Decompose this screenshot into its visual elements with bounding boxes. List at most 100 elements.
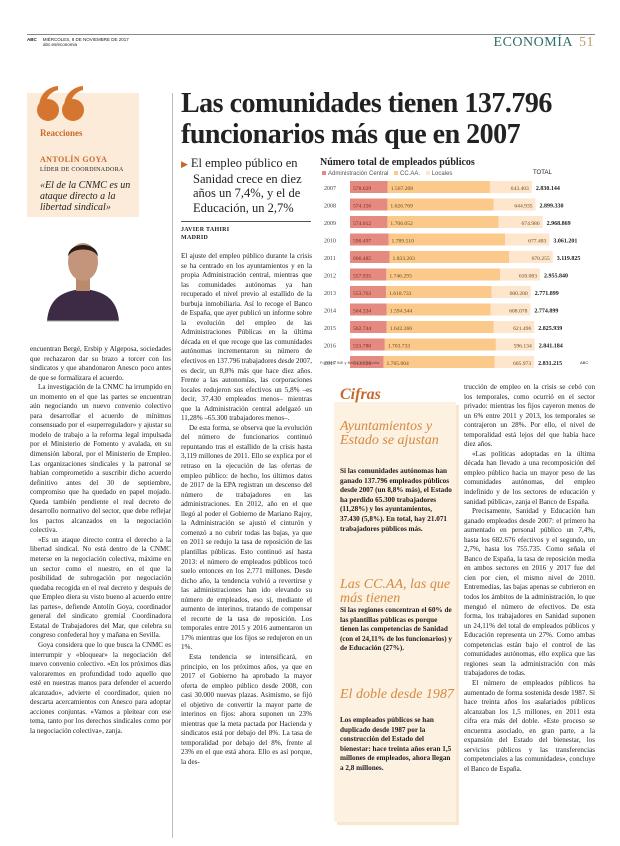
- pull-quote: «El de la CNMC es un ataque directo a la…: [40, 180, 131, 213]
- paragraph: Precisamente, Sanidad y Educación han ga…: [464, 507, 595, 678]
- author: JAVIER TAHIRI: [181, 227, 230, 233]
- article-column-1: El ajuste del empleo público durante la …: [181, 252, 312, 768]
- masthead: ABC MIÉRCOLES, 8 DE NOVIEMBRE DE 2017 abc.…: [27, 37, 129, 47]
- cifras-text: Si las comunidades autónomas han ganado …: [340, 467, 452, 533]
- bar-segment: [350, 233, 389, 246]
- cifras-title: Cifras: [340, 386, 381, 403]
- author-photo: [27, 217, 139, 331]
- bar-segment: [505, 233, 550, 246]
- bar-segment: [494, 356, 535, 368]
- bar-value-label: 562.744: [353, 326, 371, 332]
- bar-segment: [509, 251, 553, 263]
- total-label: 2.899.330: [540, 204, 564, 210]
- url: abc.es/economia: [43, 42, 78, 47]
- bar-segment: [493, 321, 535, 333]
- subhead-text: El empleo público en Sanidad crece en di…: [190, 156, 302, 215]
- legend-label: CC.AA.: [400, 171, 421, 177]
- bar-value-label: 1.789.510: [392, 239, 415, 245]
- brand: ABC: [27, 37, 37, 42]
- total-label: 2.955.840: [544, 274, 568, 280]
- bar-value-label: 677.483: [528, 239, 546, 245]
- bar-segment: [350, 356, 384, 368]
- bar-segment: [389, 251, 510, 263]
- cifras-heading: Las CC.AA, las que más tienen: [340, 577, 451, 606]
- bar-value-label: 621.496: [513, 326, 531, 332]
- legend-label: Administración Central: [328, 171, 389, 177]
- bar-segment: [350, 198, 388, 211]
- paragraph: Esta tendencia se intensificará, en prin…: [181, 652, 312, 766]
- bar-segment: [383, 356, 495, 368]
- bar-value-label: 1.833.203: [393, 256, 416, 262]
- bar-value-label: 608.078: [509, 309, 527, 315]
- bar-value-label: 1.567.208: [391, 186, 414, 192]
- legend-swatch: [394, 171, 399, 175]
- paragraph: encuentran Bergé, Ersbip y Algeposa, soc…: [30, 345, 171, 382]
- section-name: ECONOMÍA: [493, 35, 573, 50]
- bar-value-label: 1.618.733: [389, 291, 412, 297]
- stacked-bar-chart: 2007 578.629 1.567.208 643.403 2.830.144 2008…: [324, 181, 580, 368]
- year-label: 2017: [324, 361, 336, 367]
- paragraph: El ajuste del empleo público durante la …: [181, 252, 312, 423]
- total-label: 2.825.939: [538, 326, 562, 332]
- chart-source: Fuentes: INE y Banco de España: [320, 360, 380, 365]
- total-label: 2.830.144: [536, 186, 560, 192]
- subheadline: ▶ El empleo público en Sanidad crece en d…: [181, 156, 315, 215]
- total-label: 2.841.184: [539, 344, 563, 350]
- total-label: 2.771.899: [535, 291, 559, 297]
- paragraph: De esta forma, se observa que la evoluci…: [181, 423, 312, 652]
- cifras-text: Si las regiones concentran el 60% de las…: [340, 606, 453, 653]
- bar-value-label: 606.485: [353, 256, 371, 262]
- bar-segment: [350, 321, 387, 333]
- bar-value-label: 1.703.733: [388, 344, 411, 350]
- year-label: 2012: [324, 274, 336, 280]
- year-label: 2011: [324, 256, 336, 262]
- bar-value-label: 557.935: [353, 274, 371, 280]
- total-label: 2.968.869: [547, 221, 571, 227]
- bar-segment: [386, 303, 491, 316]
- bar-segment: [384, 338, 496, 351]
- bar-segment: [491, 286, 531, 298]
- bar-value-label: 1.705.004: [386, 361, 409, 367]
- cifras-text: Los empleados públicos se han duplicado …: [340, 716, 452, 772]
- paragraph: La investigación de la CNMC ha irrumpido…: [30, 383, 171, 535]
- bar-segment: [500, 268, 541, 281]
- chart-legend: Administración Central CC.AA. Locales: [322, 171, 452, 177]
- bar-value-label: 605.973: [513, 361, 531, 367]
- bar-value-label: 574.156: [353, 204, 371, 210]
- bar-value-label: 578.629: [353, 186, 371, 192]
- chart-title: Número total de empleados públicos: [320, 157, 475, 168]
- bar-segment: [387, 216, 499, 228]
- total-label: 3.061.201: [553, 239, 577, 245]
- legend-swatch: [322, 171, 326, 175]
- bar-segment: [350, 181, 388, 193]
- bar-value-label: 590.497: [353, 239, 371, 245]
- bar-value-label: 1.746.293: [389, 274, 412, 280]
- bar-value-label: 513.329: [353, 361, 371, 367]
- bar-segment: [495, 338, 535, 351]
- total-header: TOTAL: [533, 170, 552, 176]
- total-label: 2.774.899: [534, 309, 558, 315]
- bar-value-label: 644.935: [514, 204, 532, 210]
- side-story-column: encuentran Bergé, Ersbip y Algeposa, soc…: [30, 345, 171, 736]
- cifras-box: [334, 402, 456, 822]
- chart-credit: ABC: [580, 360, 589, 365]
- legend-label: Locales: [431, 171, 453, 177]
- paragraph: «Es un ataque directo contra el derecho …: [30, 535, 171, 640]
- bar-segment: [350, 216, 388, 228]
- bar-segment: [350, 338, 385, 351]
- section-label: ECONOMÍA 51: [494, 35, 594, 51]
- bar-segment: [490, 303, 531, 316]
- bar-value-label: 533.780: [353, 344, 371, 350]
- headline: Las comunidades tienen 137.796 funcionar…: [181, 88, 552, 150]
- year-label: 2015: [324, 326, 336, 332]
- article-column-2: trucción de empleo en la crisis se cebó …: [464, 383, 595, 774]
- bar-segment: [350, 286, 387, 298]
- year-label: 2007: [324, 186, 336, 192]
- bar-value-label: 674.986: [521, 221, 539, 227]
- bar-value-label: 1.626.769: [390, 204, 413, 210]
- bar-segment: [498, 216, 543, 228]
- quote-author-role: LÍDER DE COORDINADORA: [40, 167, 124, 173]
- paragraph: trucción de empleo en la crisis se cebó …: [464, 383, 595, 449]
- bar-value-label: 670.255: [532, 256, 550, 262]
- bar-value-label: 643.403: [511, 186, 529, 192]
